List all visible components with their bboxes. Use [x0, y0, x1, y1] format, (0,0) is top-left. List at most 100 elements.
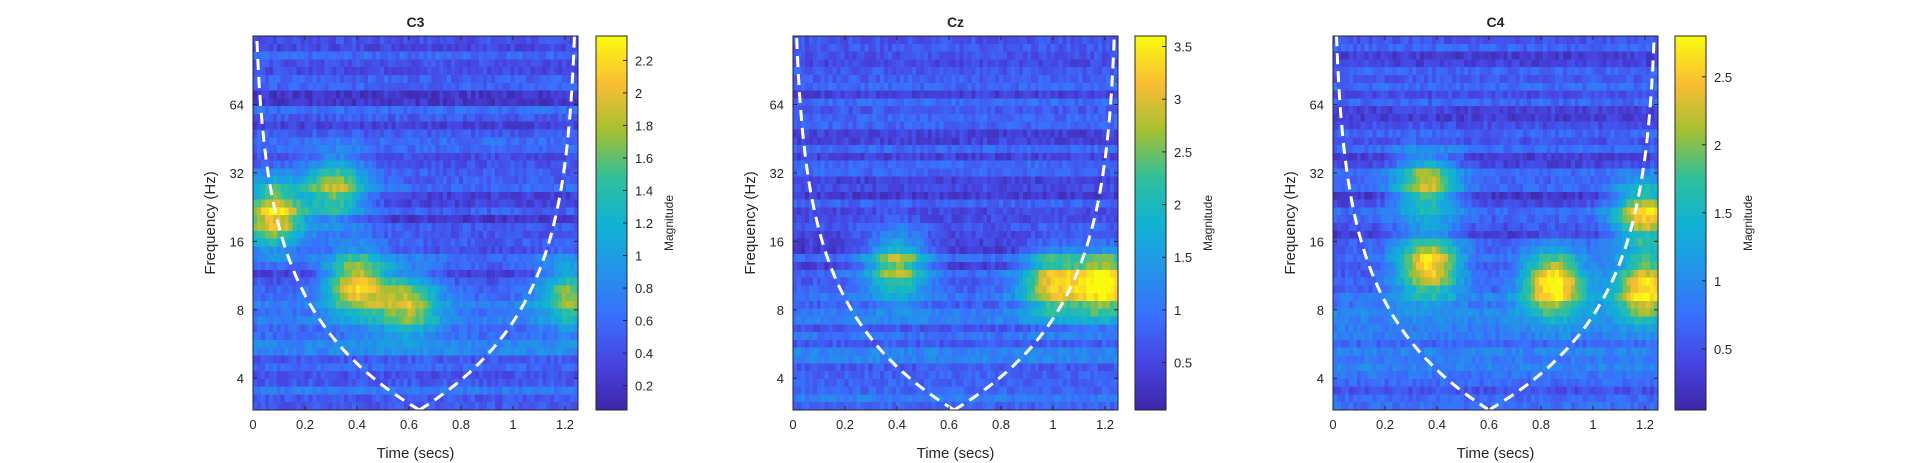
heatmap-cell [376, 215, 381, 223]
heatmap-cell [320, 270, 325, 278]
heatmap-cell [1003, 59, 1008, 67]
heatmap-cell [936, 91, 941, 99]
heatmap-cell [416, 231, 421, 239]
heatmap-cell [364, 122, 369, 130]
heatmap-cell [515, 44, 520, 52]
heatmap-cell [364, 106, 369, 114]
heatmap-cell [837, 98, 842, 106]
heatmap-cell [336, 332, 341, 340]
heatmap-cell [526, 270, 531, 278]
heatmap-cell [495, 59, 500, 67]
heatmap-cell [301, 75, 306, 83]
heatmap-cell [400, 363, 405, 371]
heatmap-cell [435, 379, 440, 387]
heatmap-cell [435, 91, 440, 99]
heatmap-cell [1003, 114, 1008, 122]
heatmap-cell [491, 137, 496, 145]
heatmap-cell [896, 98, 901, 106]
heatmap-cell [1055, 106, 1060, 114]
heatmap-cell [261, 207, 266, 215]
heatmap-cell [419, 98, 424, 106]
heatmap-cell [459, 200, 464, 208]
heatmap-cell [538, 161, 543, 169]
heatmap-cell [455, 184, 460, 192]
heatmap-cell [265, 348, 270, 356]
heatmap-cell [491, 153, 496, 161]
heatmap-cell [507, 36, 512, 44]
heatmap-cell [1063, 91, 1068, 99]
heatmap-cell [1090, 36, 1095, 44]
heatmap-cell [467, 223, 472, 231]
heatmap-cell [447, 301, 452, 309]
heatmap-cell [530, 67, 535, 75]
heatmap-cell [467, 262, 472, 270]
y-axis-label: Frequency (Hz) [202, 171, 219, 274]
heatmap-cell [503, 168, 508, 176]
heatmap-cell [372, 83, 377, 91]
heatmap-cell [479, 285, 484, 293]
heatmap-cell [269, 348, 274, 356]
heatmap-cell [336, 309, 341, 317]
heatmap-cell [471, 293, 476, 301]
heatmap-cell [487, 122, 492, 130]
heatmap-cell [455, 363, 460, 371]
heatmap-cell [336, 379, 341, 387]
heatmap-cell [360, 270, 365, 278]
heatmap-cell [860, 36, 865, 44]
heatmap-cell [451, 106, 456, 114]
heatmap-cell [503, 246, 508, 254]
heatmap-cell [419, 340, 424, 348]
heatmap-cell [459, 145, 464, 153]
heatmap-cell [376, 137, 381, 145]
heatmap-cell [340, 254, 345, 262]
heatmap-cell [483, 348, 488, 356]
heatmap-cell [384, 145, 389, 153]
heatmap-cell [277, 114, 282, 122]
heatmap-cell [419, 145, 424, 153]
heatmap-cell [511, 184, 516, 192]
heatmap-cell [312, 122, 317, 130]
heatmap-cell [876, 52, 881, 60]
heatmap-cell [332, 223, 337, 231]
heatmap-cell [511, 106, 516, 114]
heatmap-cell [809, 130, 814, 138]
heatmap-cell [348, 371, 353, 379]
heatmap-cell [265, 355, 270, 363]
heatmap-cell [344, 262, 349, 270]
heatmap-cell [848, 59, 853, 67]
heatmap-cell [503, 231, 508, 239]
heatmap-cell [285, 317, 290, 325]
heatmap-cell [801, 52, 806, 60]
heatmap-cell [523, 176, 528, 184]
heatmap-cell [257, 317, 262, 325]
heatmap-cell [392, 239, 397, 247]
heatmap-cell [1039, 44, 1044, 52]
heatmap-cell [932, 83, 937, 91]
heatmap-cell [1035, 114, 1040, 122]
heatmap-cell [257, 231, 262, 239]
heatmap-cell [408, 168, 413, 176]
heatmap-cell [412, 137, 417, 145]
heatmap-cell [316, 278, 321, 286]
heatmap-cell [281, 200, 286, 208]
heatmap-cell [566, 231, 571, 239]
heatmap-cell [404, 246, 409, 254]
heatmap-cell [467, 98, 472, 106]
heatmap-cell [538, 239, 543, 247]
heatmap-cell [523, 215, 528, 223]
heatmap-cell [1035, 75, 1040, 83]
heatmap-cell [463, 137, 468, 145]
heatmap-cell [550, 317, 555, 325]
heatmap-cell [285, 114, 290, 122]
heatmap-cell [328, 67, 333, 75]
heatmap-cell [380, 122, 385, 130]
heatmap-cell [562, 317, 567, 325]
heatmap-cell [848, 98, 853, 106]
heatmap-cell [293, 223, 298, 231]
heatmap-cell [1051, 75, 1056, 83]
heatmap-cell [956, 75, 961, 83]
heatmap-cell [554, 340, 559, 348]
heatmap-cell [431, 137, 436, 145]
heatmap-cell [416, 309, 421, 317]
heatmap-cell [1047, 67, 1052, 75]
